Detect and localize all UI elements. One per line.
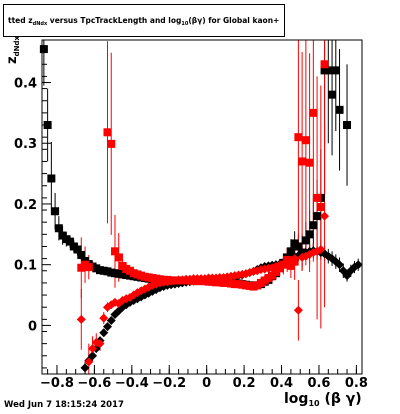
data-point-diamond [99, 313, 109, 323]
error-bars [43, 40, 359, 374]
data-point-square [320, 60, 329, 69]
y-axis-label: zdNdx [5, 36, 21, 64]
y-tick-label: 0.2 [14, 198, 37, 213]
data-point-square [328, 90, 337, 99]
data-point-square [313, 212, 322, 221]
data-point-square [77, 250, 86, 259]
data-point-diamond [316, 245, 326, 255]
data-point-diamond [84, 357, 94, 367]
y-tick-label: 0.1 [14, 259, 37, 274]
data-markers [39, 45, 363, 373]
data-point-diamond [102, 322, 112, 332]
data-point-diamond [320, 211, 330, 221]
data-point-square [43, 121, 52, 130]
data-point-square [316, 203, 325, 211]
data-point-square [114, 253, 123, 262]
data-point-square [335, 105, 344, 114]
x-tick-label: 0.4 [270, 376, 293, 391]
data-point-square [301, 136, 310, 145]
data-point-diamond [88, 343, 98, 353]
data-point-square [286, 247, 295, 256]
x-tick-label: −0.2 [152, 376, 186, 391]
data-point-square [47, 174, 56, 183]
data-point-square [66, 237, 75, 246]
chart-title: tted zdNdx versus TpcTrackLength and log… [3, 4, 285, 37]
data-point-square [301, 236, 310, 245]
data-point-square [73, 245, 82, 254]
data-point-diamond [353, 260, 363, 270]
x-axis: −0.8 −0.6 −0.4 −0.2 0 0.2 0.4 0.6 0.8 [40, 365, 368, 391]
data-point-square [309, 108, 318, 117]
x-tick-label: −0.6 [77, 376, 111, 391]
x-tick-label: 0.6 [307, 376, 330, 391]
data-point-diamond [88, 351, 98, 361]
data-point-square [305, 230, 314, 239]
x-tick-label: 0.2 [233, 376, 256, 391]
data-point-square [51, 207, 60, 216]
data-point-square [294, 242, 303, 251]
data-point-square [343, 121, 352, 130]
data-point-square [305, 158, 314, 167]
data-point-square [110, 247, 119, 256]
data-point-square [324, 66, 333, 75]
data-point-square [54, 224, 63, 233]
data-point-diamond [99, 328, 109, 338]
timestamp: Wed Jun 7 18:15:24 2017 [4, 400, 124, 410]
y-tick-label: 0.4 [14, 77, 37, 92]
x-tick-label: −0.8 [40, 376, 74, 391]
data-point-square [298, 157, 307, 166]
data-point-diamond [76, 314, 86, 324]
data-point-square [286, 261, 295, 270]
data-point-square [103, 128, 112, 137]
data-point-square [84, 263, 93, 272]
data-point-diamond [290, 254, 300, 264]
data-point-diamond [293, 305, 303, 315]
data-point-square [313, 193, 322, 202]
data-point-diamond [95, 339, 105, 349]
x-tick-label: 0 [202, 376, 211, 391]
plot-frame [41, 39, 363, 375]
data-point-diamond [106, 316, 116, 326]
y-tick-label: 0 [28, 319, 37, 334]
x-tick-label: 0.8 [345, 376, 368, 391]
x-tick-label: −0.4 [115, 376, 149, 391]
data-point-square [309, 221, 318, 230]
data-point-square [331, 66, 340, 75]
data-point-square [39, 45, 48, 54]
y-axis: 0 0.1 0.2 0.3 0.4 [14, 51, 51, 369]
data-point-diamond [335, 260, 345, 270]
data-point-square [294, 133, 303, 142]
x-axis-label: log10 (β γ) [284, 391, 362, 408]
data-point-diamond [80, 363, 90, 373]
data-point-square [107, 139, 116, 148]
y-tick-label: 0.3 [14, 137, 37, 152]
